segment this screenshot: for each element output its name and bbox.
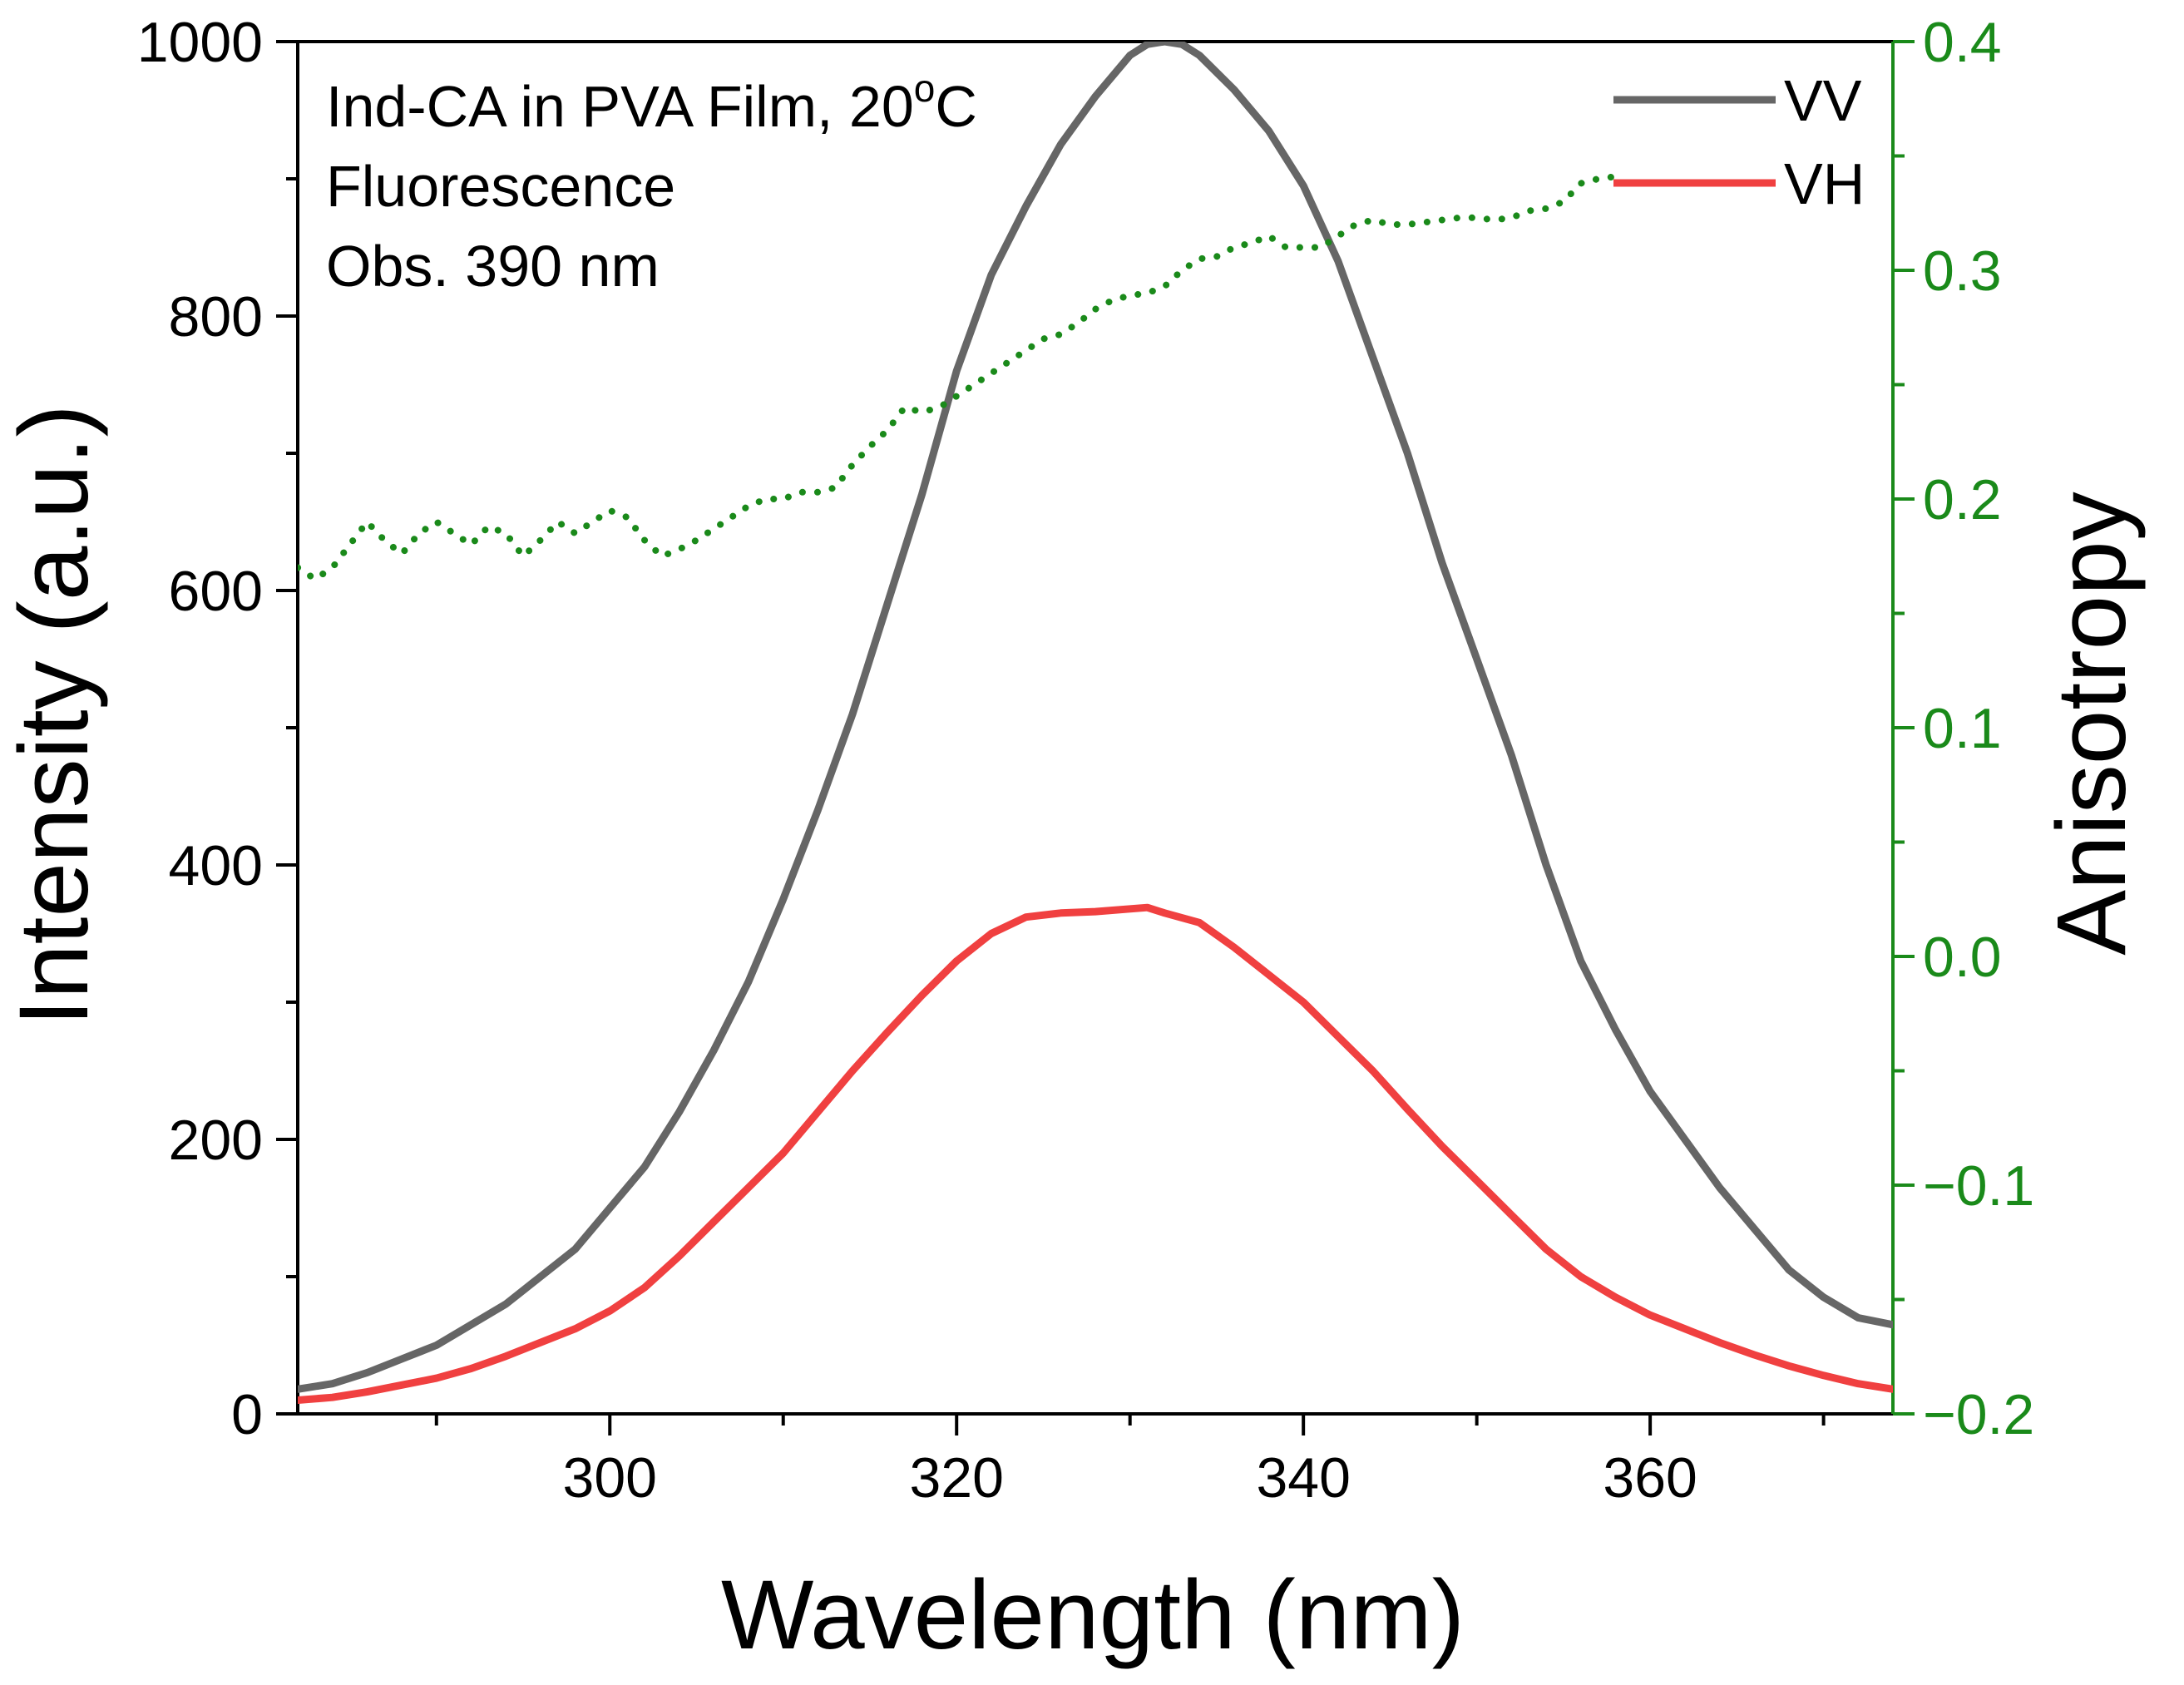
y-right-tick-label: 0.2 — [1923, 468, 2002, 531]
y-right-tick-label: 0.0 — [1923, 926, 2002, 989]
x-tick-label: 340 — [1256, 1446, 1350, 1510]
legend: VV VH — [1613, 68, 1865, 216]
y-left-tick-label: 800 — [169, 285, 263, 348]
y-left-tick-label: 0 — [231, 1383, 263, 1446]
y-axis-left-title: Intensity (a.u.) — [0, 404, 109, 1026]
x-tick-label: 360 — [1603, 1446, 1697, 1510]
y-right-tick-label: 0.4 — [1923, 11, 2002, 74]
legend-label-vh: VH — [1784, 151, 1865, 216]
x-tick-label: 320 — [909, 1446, 1003, 1510]
y-left-tick-label: 600 — [169, 560, 263, 623]
y-axis-right-title: Anisotropy — [2037, 492, 2147, 956]
y-right-tick-label: −0.1 — [1923, 1154, 2034, 1218]
y-left-tick-label: 200 — [169, 1109, 263, 1172]
legend-label-vv: VV — [1784, 68, 1862, 133]
y-right-tick-label: 0.3 — [1923, 240, 2002, 303]
y-right-tick-label: 0.1 — [1923, 697, 2002, 760]
annotation-sample: Ind-CA in PVA Film, 20oC — [326, 67, 977, 139]
y-right-tick-label: −0.2 — [1923, 1383, 2034, 1446]
x-axis-title: Wavelength (nm) — [721, 1560, 1465, 1670]
series-line-vh — [298, 903, 1893, 1404]
series-layer — [298, 42, 1893, 1404]
x-tick-label: 300 — [563, 1446, 657, 1510]
annotation-sample-text: Ind-CA in PVA Film, 20 — [326, 74, 914, 139]
y-left-tick-label: 1000 — [137, 11, 263, 74]
annotation-unit-c: C — [935, 74, 977, 139]
annotation-observation: Obs. 390 nm — [326, 234, 660, 299]
ticks-layer: 300 320 340 360 0 200 400 600 800 1000 −0.2 −0.1 0.0… — [137, 11, 2035, 1510]
annotation-degree-sup: o — [914, 67, 936, 110]
y-left-tick-label: 400 — [169, 834, 263, 897]
series-line-anisotropy — [298, 173, 1619, 583]
series-line-vv — [298, 42, 1893, 1393]
annotation-mode: Fluorescence — [326, 154, 675, 219]
